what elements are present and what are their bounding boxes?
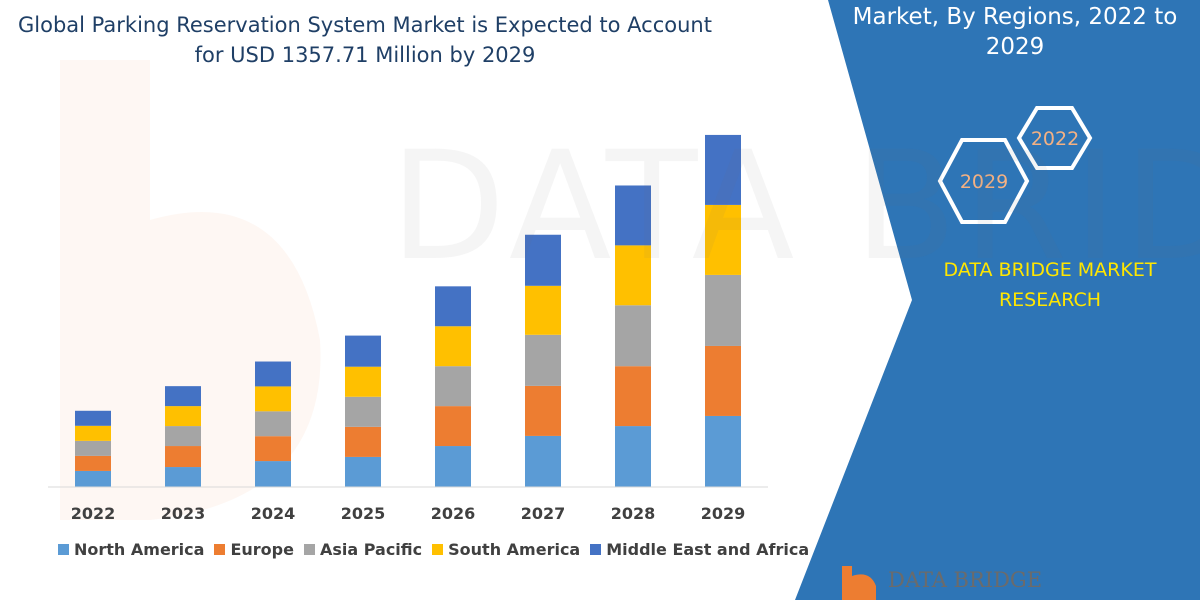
bar-segment [165,426,201,447]
brand-name: DATA BRIDGE MARKET RESEARCH [900,255,1200,315]
x-tick-label: 2023 [161,504,206,523]
logo-b-icon [842,566,876,600]
bar-segment [75,470,111,487]
legend-swatch [590,544,602,555]
chart-title: Global Parking Reservation System Market… [0,10,730,70]
bar-segment [615,305,651,367]
bar-segment [75,455,111,471]
hexagon-2029-label: 2029 [960,171,1008,193]
hexagon-2022-label: 2022 [1031,128,1079,150]
bar-segment [345,426,381,457]
bar-segment [705,204,741,275]
bar-segment [75,440,111,456]
title-line-1: Global Parking Reservation System Market… [18,13,712,37]
bar-segment [75,410,111,426]
bar-segment [435,406,471,447]
legend-swatch [214,544,226,555]
watermark: DATA BRIDGE [390,120,1200,294]
bar-segment [615,366,651,427]
x-tick-label: 2022 [71,504,116,523]
title-line-2: for USD 1357.71 Million by 2029 [194,43,536,67]
hexagon-2029 [937,138,1030,224]
bar-segment [255,386,291,412]
bar-segment [345,396,381,427]
bar-segment [525,334,561,386]
bar-segment [345,456,381,487]
x-tick-label: 2024 [251,504,296,523]
bar-segment [345,335,381,367]
legend-item: Asia Pacific [303,540,423,559]
bar-segment [435,446,471,487]
bar-segment [525,285,561,335]
legend-swatch [432,544,444,555]
x-tick-label: 2029 [701,504,746,523]
brand-line-1: DATA BRIDGE MARKET [943,259,1157,281]
brand-line-2: RESEARCH [998,289,1102,311]
x-tick-label: 2025 [341,504,386,523]
side-title: Market, By Regions, 2022 to 2029 [852,4,1178,60]
x-tick-label: 2027 [521,504,566,523]
legend: North America Europe Asia Pacific South Ame… [58,540,809,559]
x-tick-label: 2028 [611,504,656,523]
bar-segment [75,425,111,441]
legend-label: Europe [230,540,294,559]
bar-segment [525,385,561,436]
bar-segment [345,366,381,397]
legend-swatch [303,544,315,555]
bar-segment [705,415,741,487]
legend-label: Asia Pacific [319,540,423,559]
bar-segment [255,361,291,387]
bar-segment [705,134,741,205]
legend-label: North America [74,540,205,559]
bar-segment [165,406,201,427]
bar-segment [435,326,471,367]
bar-segment [255,436,291,462]
bar-segment [435,366,471,407]
hexagon-2022 [1016,106,1093,170]
legend-item: Middle East and Africa [590,540,809,559]
bar-segment [615,245,651,306]
legend-label: Middle East and Africa [606,540,810,559]
bar-segment [255,461,291,487]
legend-label: South America [448,540,581,559]
bar-segment [255,411,291,437]
bar-segment [525,435,561,487]
bar-segment [525,234,561,286]
legend-item: Europe [214,540,294,559]
bar-segment [615,426,651,487]
bar-segment [165,467,201,487]
bar-chart: 2022 2023 2024 2025 2026 2027 2028 2029 [48,134,768,523]
x-tick-label: 2026 [431,504,476,523]
legend-swatch [58,544,69,555]
blue-side-panel [795,0,1200,600]
legend-item: North America [58,540,204,559]
legend-item: South America [432,540,580,559]
bar-segment [165,386,201,407]
bar-segment [615,185,651,246]
bar-segment [705,274,741,346]
bar-segment [165,446,201,468]
bar-segment [435,286,471,327]
logo-text: DATA BRIDGE [888,568,1043,592]
bar-segment [705,345,741,416]
